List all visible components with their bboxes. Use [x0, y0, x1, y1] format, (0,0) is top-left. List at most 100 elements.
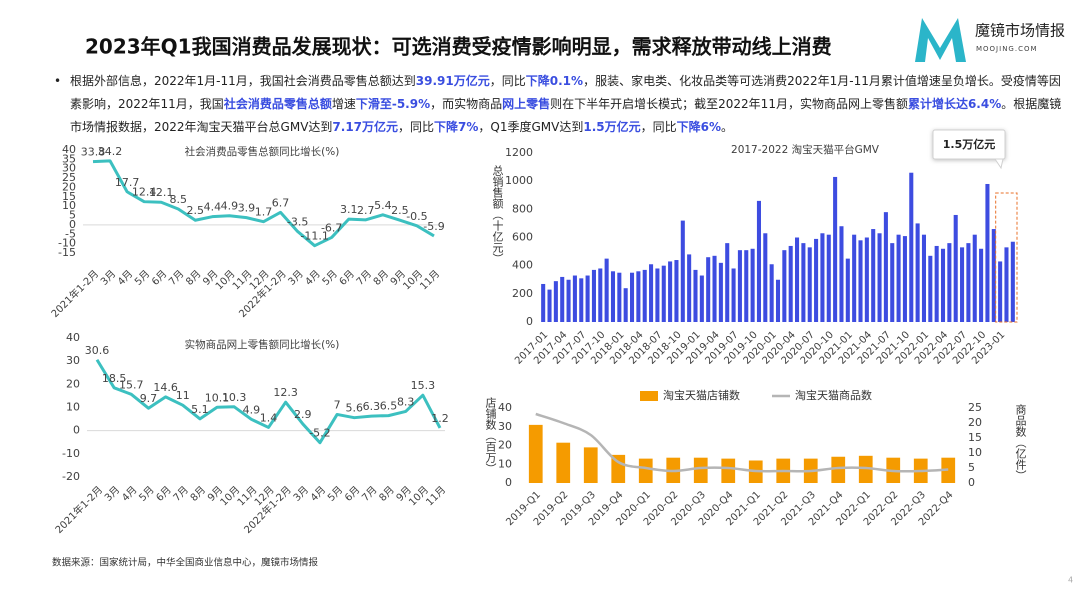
bar	[699, 275, 704, 322]
bar	[921, 234, 927, 322]
data-label: 6.5	[380, 400, 398, 413]
bar	[556, 442, 571, 483]
data-label: -3.5	[287, 215, 308, 228]
bar	[572, 275, 577, 322]
x-tick-label: 5月	[132, 268, 152, 288]
legend-label: 淘宝天猫店铺数	[663, 388, 740, 402]
y-tick-label: 30	[66, 354, 80, 367]
highlight-text: 累计增长达6.4%	[907, 97, 1002, 111]
y-tick-label: 5	[968, 461, 975, 474]
data-label: 2.5	[391, 204, 409, 217]
y-tick-label: 400	[512, 259, 533, 272]
x-tick-label: 8月	[371, 268, 391, 288]
bar	[756, 200, 761, 322]
y-tick-label: -15	[58, 246, 76, 259]
x-tick-label: 6月	[149, 268, 169, 288]
x-tick-label: 8月	[188, 484, 208, 504]
bar	[623, 288, 628, 322]
data-label: -11.1	[300, 230, 328, 243]
bar	[896, 234, 901, 322]
bar	[763, 233, 768, 322]
data-line	[92, 159, 435, 248]
data-label: 8.3	[397, 395, 415, 408]
bar	[972, 234, 977, 322]
data-label: 2.5	[187, 204, 205, 217]
y-tick-label: 20	[968, 416, 982, 429]
bar	[940, 248, 946, 322]
bar	[998, 261, 1003, 322]
data-label: 8.5	[170, 193, 188, 206]
bar	[693, 269, 698, 322]
data-label: 11	[176, 389, 190, 402]
logo-mark	[915, 18, 966, 62]
bar	[953, 214, 958, 322]
bar	[725, 243, 730, 322]
data-label: 34.2	[98, 145, 123, 158]
x-tick-label: 8月	[183, 268, 203, 288]
bar	[693, 457, 708, 483]
bar	[649, 264, 654, 322]
bar	[610, 271, 616, 322]
bar	[553, 281, 558, 322]
x-tick-label: 7月	[360, 484, 380, 504]
data-label: -5.9	[423, 220, 444, 233]
bar	[839, 226, 844, 322]
bar	[985, 183, 990, 322]
bar	[560, 276, 565, 322]
data-label: 5.4	[374, 199, 392, 212]
y-tick-label: -10	[62, 447, 80, 460]
bar	[864, 237, 869, 322]
y-tick-label: 40	[498, 401, 512, 414]
data-label: 10.1	[205, 391, 230, 404]
x-tick-label: 6月	[154, 484, 174, 504]
bar	[655, 268, 660, 322]
bar	[788, 245, 793, 322]
data-line	[535, 412, 949, 473]
data-label: 3.9	[238, 202, 256, 215]
bar	[795, 237, 800, 322]
bar	[833, 176, 838, 322]
page-number: 4	[1068, 576, 1073, 585]
y-tick-label: 20	[62, 180, 76, 193]
chart-title: 实物商品网上零售额同比增长(%)	[185, 338, 340, 351]
y-tick-label: 0	[505, 476, 512, 489]
bar	[782, 250, 787, 322]
highlight-text: 下滑至-5.9%	[355, 97, 431, 111]
bar	[820, 233, 825, 322]
data-label: 4.4	[204, 201, 222, 214]
y-tick-label: 35	[62, 152, 76, 165]
y-tick-label: 0	[69, 218, 76, 231]
x-tick-label: 11月	[424, 484, 449, 509]
x-tick-label: 5月	[325, 484, 345, 504]
data-label: -0.5	[406, 210, 427, 223]
bar	[721, 458, 736, 483]
bar	[687, 254, 692, 322]
x-tick-label: 7月	[354, 268, 374, 288]
bar	[642, 269, 647, 322]
data-label: 18.5	[102, 372, 127, 385]
body-text: ，同比	[398, 120, 435, 134]
data-label: 15.3	[411, 379, 436, 392]
bar	[712, 255, 717, 322]
y-tick-label: 5	[69, 209, 76, 222]
data-label: 7	[334, 398, 341, 411]
data-label: 1.7	[255, 206, 273, 219]
data-label: -5.2	[309, 427, 330, 440]
bar	[858, 455, 873, 483]
bar	[674, 260, 679, 322]
bar	[915, 223, 920, 322]
y-axis-label: 店铺数（百万）	[484, 396, 497, 474]
chart-title: 社会消费品零售总额同比增长(%)	[185, 145, 340, 158]
legend-swatch	[640, 391, 658, 401]
bar	[769, 264, 774, 322]
data-label: 17.7	[115, 176, 140, 189]
y-tick-label: 10	[498, 457, 512, 470]
x-tick-label: 5月	[320, 268, 340, 288]
bar	[737, 250, 742, 322]
bar	[547, 289, 552, 322]
chart-title: 2017-2022 淘宝天猫平台GMV	[731, 143, 880, 156]
x-tick-label: 3月	[291, 484, 311, 504]
data-label: 3.1	[340, 203, 358, 216]
bar	[661, 265, 666, 322]
